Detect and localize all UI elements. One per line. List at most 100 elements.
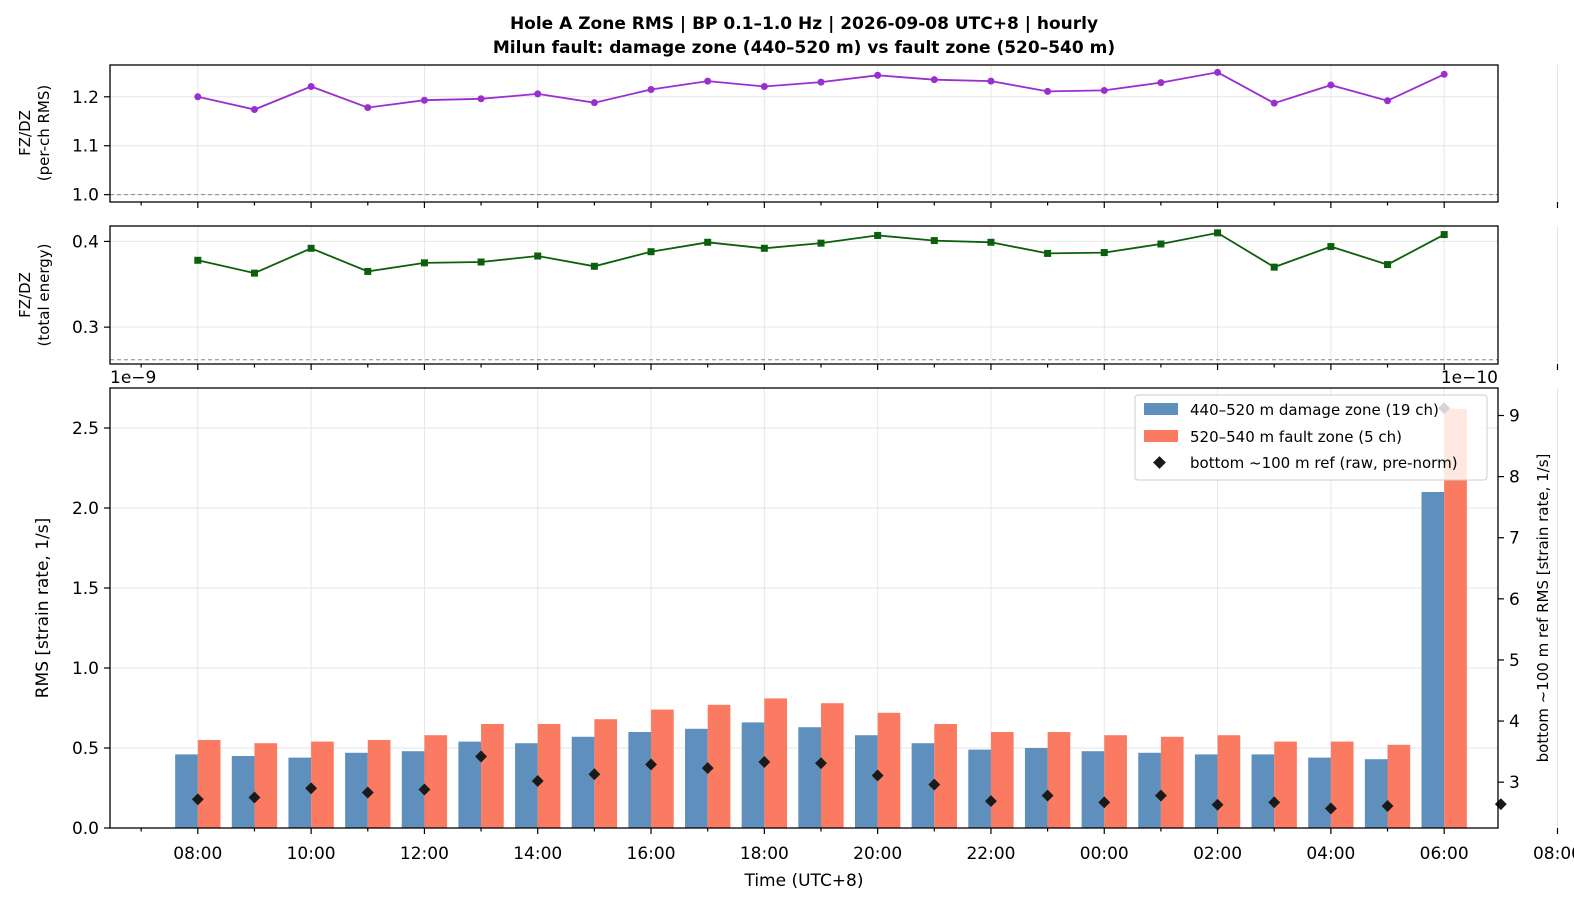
panel1-point xyxy=(1440,70,1448,78)
panel3-xlabel: Time (UTC+8) xyxy=(743,871,863,891)
panel2-point xyxy=(704,238,712,246)
panel1-point xyxy=(590,99,598,107)
damage-zone-bar xyxy=(1081,751,1105,828)
damage-zone-bar xyxy=(175,754,198,828)
panel3-left-offset-text: 1e−9 xyxy=(110,368,156,388)
panel1-point xyxy=(1100,86,1108,94)
damage-zone-bar xyxy=(685,728,708,828)
damage-zone-bar xyxy=(1024,748,1048,828)
fault-zone-bar xyxy=(367,740,391,828)
panel2-point xyxy=(590,262,598,270)
panel3-right-ytick-label: 9 xyxy=(1509,407,1520,427)
panel1-point xyxy=(874,71,882,79)
panel2-point xyxy=(364,267,372,275)
panel3-xtick-label: 00:00 xyxy=(1080,844,1129,864)
reference-point xyxy=(985,795,997,808)
reference-point xyxy=(871,769,884,782)
fault-zone-bar xyxy=(537,724,561,828)
legend-swatch-fault xyxy=(1144,430,1178,442)
damage-zone-bar xyxy=(458,741,482,828)
panel3-ylabel-right: bottom ~100 m ref RMS [strain rate, 1/s] xyxy=(1534,454,1552,763)
reference-point xyxy=(645,758,657,771)
legend: 440–520 m damage zone (19 ch) 520–540 m … xyxy=(1134,394,1488,481)
panel2-ytick-label: 0.4 xyxy=(72,232,99,252)
panel2-point xyxy=(1214,229,1222,237)
damage-zone-bar xyxy=(1194,754,1218,828)
panel2-point xyxy=(987,238,995,246)
damage-zone-bar xyxy=(1138,752,1161,828)
panel2-point xyxy=(1270,263,1278,271)
damage-zone-bar xyxy=(571,736,595,828)
panel2-point xyxy=(1157,240,1165,248)
panel3-xtick-label: 22:00 xyxy=(966,844,1015,864)
panel2-point xyxy=(874,231,882,239)
panel2-ylabel-line2: (total energy) xyxy=(35,243,53,346)
legend-label-reference: bottom ~100 m ref (raw, pre-norm) xyxy=(1190,454,1458,472)
fault-zone-bar xyxy=(707,704,731,828)
panel1-point xyxy=(420,96,428,104)
panel1-ytick-label: 1.2 xyxy=(72,88,99,108)
panel2-point xyxy=(1384,261,1392,269)
panel2-ylabel-line1: FZ/DZ xyxy=(16,272,34,318)
reference-point xyxy=(361,786,374,799)
panel3-xtick-label: 16:00 xyxy=(627,844,676,864)
fault-zone-bar xyxy=(594,719,618,828)
reference-point xyxy=(1381,800,1394,812)
panel1-point xyxy=(760,83,768,91)
fault-zone-bar xyxy=(1274,741,1297,828)
panel3-ytick-label: 2.5 xyxy=(72,419,99,439)
legend-box xyxy=(1134,394,1488,481)
reference-point xyxy=(1154,789,1167,802)
fault-zone-bar xyxy=(1047,732,1071,828)
damage-zone-bar xyxy=(1421,492,1445,828)
fault-zone-bar xyxy=(990,732,1014,828)
fault-zone-bar xyxy=(820,703,844,828)
panel2-frame xyxy=(109,225,1499,365)
panel1-point xyxy=(307,83,315,91)
panel1-point xyxy=(194,93,202,101)
panel1-point xyxy=(477,95,485,103)
fault-zone-bar xyxy=(254,743,278,828)
panel2-point xyxy=(760,244,768,252)
damage-zone-bar xyxy=(515,743,538,828)
panel3-xtick-label: 08:00 xyxy=(1533,844,1574,864)
fault-zone-bar xyxy=(877,712,901,828)
fault-zone-bar xyxy=(1160,736,1184,828)
reference-point xyxy=(1324,802,1337,815)
panel2-point xyxy=(307,244,315,252)
fault-zone-bar xyxy=(934,724,957,828)
panel3-right-ytick-label: 5 xyxy=(1509,651,1520,671)
panel3-right-ytick-label: 3 xyxy=(1509,773,1520,793)
damage-zone-bar xyxy=(854,735,878,828)
fault-zone-bar xyxy=(311,741,334,828)
panel1-point xyxy=(1214,68,1222,76)
reference-point xyxy=(475,750,488,763)
panel2-point xyxy=(1327,243,1335,251)
panel3-xtick-label: 12:00 xyxy=(400,844,449,864)
panel3-xtick-label: 14:00 xyxy=(513,844,562,864)
damage-zone-bar xyxy=(628,732,652,828)
panel2-point xyxy=(817,239,825,247)
panel3-xtick-label: 10:00 xyxy=(287,844,336,864)
panel1-point xyxy=(534,90,542,98)
panel1-point xyxy=(987,77,995,85)
legend-label-damage: 440–520 m damage zone (19 ch) xyxy=(1190,401,1439,419)
panel2-point xyxy=(420,259,428,267)
panel2-point xyxy=(534,252,542,260)
panel1-frame xyxy=(109,64,1499,203)
panel3-xtick-label: 18:00 xyxy=(740,844,789,864)
fault-zone-bar xyxy=(1104,735,1127,828)
panel3-ytick-label: 1.5 xyxy=(72,579,99,599)
damage-zone-bar xyxy=(741,722,765,828)
panel2-ytick-label: 0.3 xyxy=(72,318,99,338)
panel3-frame xyxy=(109,387,1499,829)
legend-label-fault: 520–540 m fault zone (5 ch) xyxy=(1190,428,1402,446)
panel2-point xyxy=(930,237,938,245)
panel-ratio-total-energy: FZ/DZ (total energy) 0.3 0.4 xyxy=(16,225,1559,370)
panel2-point xyxy=(477,258,485,266)
panel3-right-ytick-label: 7 xyxy=(1509,529,1520,549)
panel1-point xyxy=(1384,97,1392,105)
fault-zone-bar xyxy=(1444,408,1467,828)
panel2-point xyxy=(1100,249,1108,257)
